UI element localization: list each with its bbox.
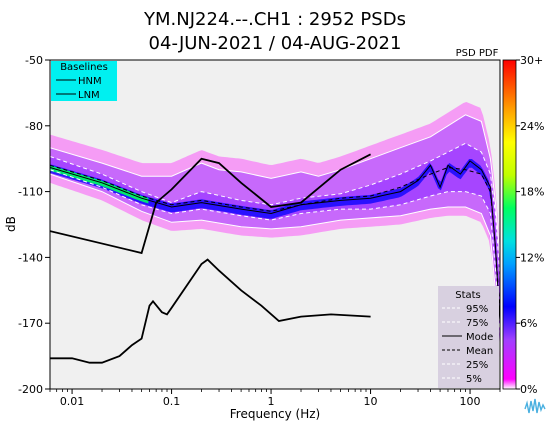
series-95pct: [50, 114, 500, 258]
y-axis-label: dB: [4, 216, 18, 232]
p95-legend-label: 95%: [466, 304, 488, 315]
series-lnm: [50, 258, 371, 364]
chart-title-line1: YM.NJ224.--.CH1 : 2952 PSDs: [143, 9, 406, 30]
p5-legend-label: 5%: [466, 374, 482, 385]
stats-legend-box: [438, 286, 499, 388]
series-mode: [50, 160, 500, 324]
p75-legend-label: 75%: [466, 318, 488, 329]
x-axis-label: Frequency (Hz): [230, 407, 321, 421]
baselines-legend: Baselines HNM LNM: [51, 61, 117, 101]
y-tick-label: -170: [18, 317, 43, 330]
baselines-legend-title: Baselines: [60, 62, 108, 73]
series-5pct: [50, 173, 500, 357]
mode-legend-label: Mode: [466, 332, 493, 343]
lnm-legend-label: LNM: [78, 90, 100, 101]
x-tick-label: 10: [364, 395, 378, 408]
colorbar-tick-label: 0%: [520, 383, 537, 396]
colorbar-tick-label: 6%: [520, 317, 537, 330]
mean-legend-label: Mean: [466, 346, 493, 357]
x-tick-label: 1: [268, 395, 275, 408]
colorbar-tick-label: 12%: [520, 251, 544, 264]
y-tick-label: -110: [18, 186, 43, 199]
x-tick-label: 0.01: [60, 395, 85, 408]
y-tick-label: -200: [18, 383, 43, 396]
logo-icon: [523, 395, 547, 419]
colorbar-title: PSD PDF: [456, 48, 499, 59]
stats-legend: Stats 95% 75% Mode Mean 25% 5%: [438, 286, 499, 388]
pdf-band-5-95: [50, 115, 500, 357]
series-hnm: [50, 153, 372, 255]
x-tick-label: 0.1: [163, 395, 181, 408]
series-75pct: [50, 142, 500, 280]
chart-title-line2: 04-JUN-2021 / 04-AUG-2021: [149, 33, 402, 54]
hnm-legend-label: HNM: [78, 76, 102, 87]
y-tick-label: -140: [18, 251, 43, 264]
x-tick-label: 100: [460, 395, 481, 408]
pdf-density-core: [50, 159, 500, 329]
series-25pct: [50, 169, 500, 335]
colorbar-tick-label: 30+: [520, 54, 543, 67]
series-mean: [50, 164, 500, 313]
p25-legend-label: 25%: [466, 360, 488, 371]
stats-legend-title: Stats: [455, 290, 481, 301]
y-tick-label: -50: [25, 54, 43, 67]
plot-frame: [49, 59, 501, 390]
y-tick-label: -80: [25, 120, 43, 133]
colorbar-tick-label: 24%: [520, 120, 544, 133]
colorbar-tick-label: 18%: [520, 186, 544, 199]
colorbar: [502, 59, 517, 390]
